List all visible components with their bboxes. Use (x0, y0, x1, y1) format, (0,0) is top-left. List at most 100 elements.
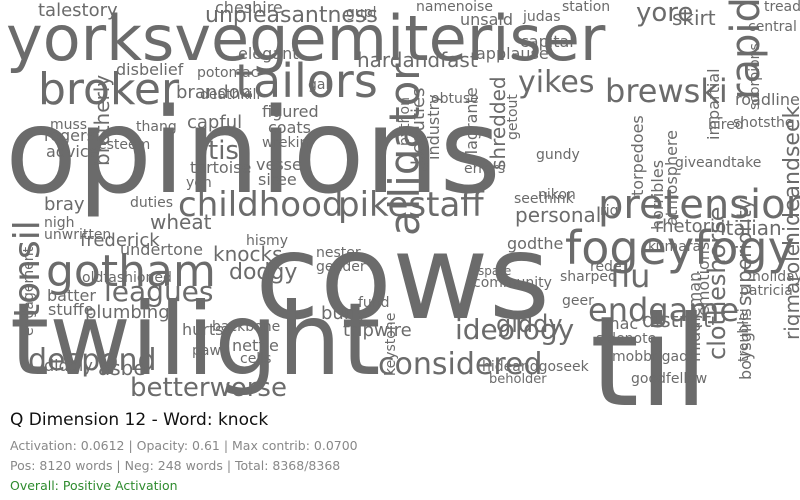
cloud-word: keystone (383, 312, 399, 376)
cloud-word: kumara (648, 239, 702, 255)
cloud-word: unsaid (460, 10, 514, 29)
cloud-word: hardandfast (357, 48, 478, 72)
cloud-word: horribles (648, 159, 667, 230)
cloud-word: nigh (44, 215, 75, 231)
cloud-word: bray (44, 194, 85, 215)
cloud-word: obtuse (431, 91, 479, 107)
cloud-word: rogers (44, 126, 95, 145)
cloud-word: burly (321, 303, 367, 324)
cloud-word: fogeyfogy (565, 221, 795, 275)
cloud-word: tortoise (190, 158, 252, 177)
cloud-word: hurts (182, 320, 224, 339)
cloud-word: godthe (507, 234, 564, 253)
cloud-word: deathkill (200, 87, 261, 103)
cloud-word: giddy (496, 310, 563, 338)
cloud-word: beholder (489, 372, 547, 387)
cloud-word: stuffe (48, 300, 94, 319)
cloud-word: brandon (176, 82, 252, 103)
cloud-word: pikestaff (338, 185, 484, 225)
cloud-word: siree (258, 170, 297, 189)
cloud-word: talestory (38, 0, 118, 21)
cloud-word: cells (240, 351, 272, 367)
cloud-word: yorksvegemiteriser (6, 2, 606, 75)
cloud-word: community (473, 275, 552, 291)
cloud-word: tread (764, 0, 800, 15)
cloud-word: fund (358, 295, 390, 311)
cloud-word: cheshire (215, 0, 283, 17)
cloud-word: twilight (10, 281, 381, 398)
cloud-word: dodgy (229, 260, 298, 285)
cloud-word: personal (515, 203, 602, 227)
cloud-word: ideology (455, 313, 575, 346)
cloud-word: leagues (104, 275, 214, 308)
cloud-word: yore (636, 0, 694, 28)
cloud-word: wheat (150, 210, 212, 234)
cloud-word: shotsthe (733, 115, 794, 131)
cloud-word: batter (47, 286, 96, 305)
cloud-word: namenoise (416, 0, 493, 15)
cloud-word: district (642, 308, 712, 332)
cloud-word: impartial (704, 68, 723, 140)
cloud-word: frederick (80, 230, 160, 251)
cloud-word: rede (590, 259, 622, 275)
cloud-word: rhetoric (655, 216, 725, 237)
cloud-word: italian (720, 216, 782, 240)
cloud-word: til (590, 290, 709, 405)
cloud-word: potomac (197, 65, 259, 81)
cloud-word: tripwire (343, 320, 412, 341)
cloud-word: holidays (752, 269, 800, 285)
cloud-word: pretension (598, 182, 800, 228)
cloud-word: rig (600, 203, 619, 219)
cloud-word: torpedoes (628, 115, 647, 196)
cloud-word: python (397, 97, 413, 146)
cloud-word: spate (478, 264, 512, 278)
cloud-word: hideandgoseek (482, 359, 589, 375)
cloud-word: roadline (735, 90, 800, 109)
cloud-word: plumbing (85, 302, 170, 323)
cloud-word: knocks (213, 242, 283, 266)
cloud-word: gal (308, 77, 330, 93)
cloud-word: vessel (256, 155, 307, 174)
cloud-word: muss (50, 117, 88, 133)
cloud-word: opinions (5, 82, 501, 220)
cloud-word: paw (192, 343, 221, 359)
cloud-word: boysgirls (736, 308, 755, 380)
cloud-word: brewski (605, 72, 728, 110)
cloud-word: geer (562, 293, 594, 309)
cloud-word: broker (38, 64, 180, 115)
cloud-word: unwritten (44, 227, 112, 243)
cloud-word: applause (476, 44, 549, 63)
cloud-word: station (562, 0, 611, 15)
cloud-word: getout (505, 94, 521, 140)
cloud-word: hismy (246, 233, 288, 249)
cloud-word: thang (136, 119, 177, 135)
cloud-word: tis (208, 136, 239, 166)
cloud-word: unpleasantness (205, 3, 378, 28)
cloud-word: nikon (538, 187, 576, 203)
cloud-word: oldfashioned (82, 270, 172, 286)
metrics-line: Activation: 0.0612 | Opacity: 0.61 | Max… (10, 438, 358, 453)
cloud-word: nettle (232, 336, 279, 355)
cloud-word: figured (262, 102, 319, 121)
cloud-word: backbone (212, 319, 281, 335)
cloud-word: gundy (536, 147, 580, 163)
cloud-word: diddly (44, 356, 93, 375)
cloud-word: yikes (518, 65, 595, 100)
cloud-word: sharped (560, 269, 617, 285)
cloud-word: emotions (694, 241, 713, 316)
cloud-word: gender (316, 259, 366, 275)
cloud-word: central (748, 19, 797, 35)
cloud-word: childhood (178, 185, 344, 225)
cloud-word: flu (610, 257, 651, 295)
cloud-word: wrekin (262, 135, 309, 151)
cloud-word: hired (708, 117, 744, 133)
info-panel: Q Dimension 12 - Word: knock Activation:… (10, 410, 790, 493)
cloud-word: patricia (740, 283, 793, 299)
cloud-word: sidenote (596, 331, 657, 347)
cloud-word: skirt (672, 6, 716, 30)
word-counts-line: Pos: 8120 words | Neg: 248 words | Total… (10, 458, 341, 473)
cloud-word: asbe (98, 356, 146, 380)
cloud-word: gotham (46, 246, 216, 297)
cloud-word: duties (130, 195, 174, 211)
cloud-word: esteem (98, 137, 151, 153)
